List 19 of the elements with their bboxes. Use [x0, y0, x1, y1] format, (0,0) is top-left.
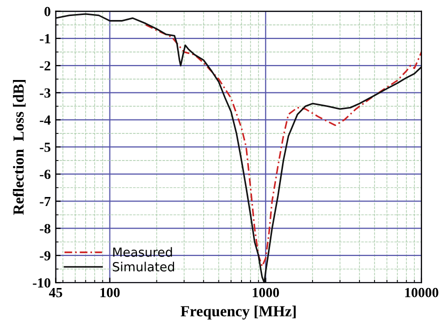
x-tick-label: 100 — [100, 288, 120, 298]
legend-label: Simulated — [112, 262, 174, 272]
y-tick-label: -6 — [40, 170, 50, 180]
x-tick-label: 10000 — [405, 288, 438, 298]
y-tick-label: -9 — [40, 251, 50, 260]
y-tick-label: -2 — [40, 61, 50, 70]
x-axis-title: Frequency [MHz] — [180, 306, 296, 320]
y-tick-label: 0 — [44, 6, 50, 16]
x-tick-label: 45 — [48, 288, 62, 298]
x-tick-label: 1000 — [252, 288, 279, 298]
legend-label: Measured — [113, 247, 172, 257]
y-axis-title: Reflection Loss [dB] — [12, 80, 26, 215]
y-tick-label: -5 — [40, 142, 50, 152]
y-tick-label: -4 — [40, 116, 51, 125]
y-tick-label: -3 — [40, 88, 50, 98]
y-tick-label: -10 — [32, 278, 50, 288]
y-tick-label: -8 — [40, 224, 50, 234]
y-tick-label: -7 — [40, 196, 51, 206]
y-tick-label: -1 — [40, 34, 50, 44]
